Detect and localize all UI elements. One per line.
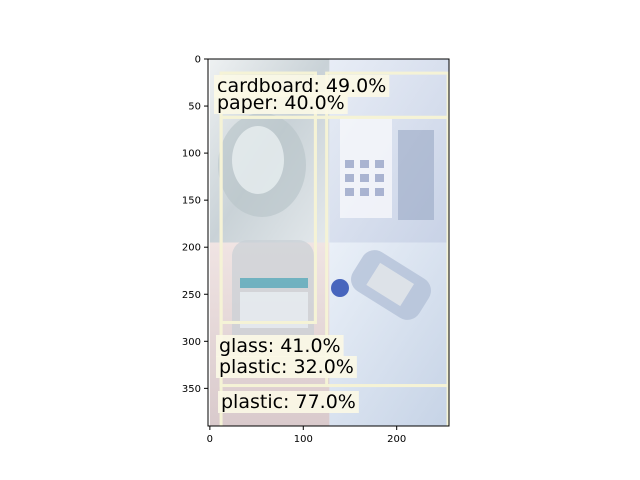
y-tick-label: 100 [182,149,201,160]
paper-thumbnail [345,174,354,182]
detection-label-text: paper: 40.0% [217,92,345,114]
detection-box-5 [219,115,449,426]
detection-label-bg [214,75,390,97]
plot-area: cardboard: 49.0%paper: 40.0% glass: 41.0%… [209,59,449,426]
axes: 0 100 200 0 50 100 150 200 250 300 350 [182,55,450,445]
plastic-bottle-cap [331,279,349,297]
detection-boxes [219,71,449,426]
paper-thumbnail [360,188,369,196]
bottle-label-band [240,278,308,288]
paper-photo-shape [398,130,434,220]
y-tick-label: 0 [195,55,201,66]
detection-label-text: plastic: 77.0% [221,391,356,413]
x-tick-label: 100 [294,434,313,445]
detection-label-3: glass: 41.0% [216,335,344,357]
plastic-bottle-label [366,262,415,307]
detection-label-5: plastic: 77.0% [218,391,359,413]
y-tick-label: 200 [182,243,201,254]
y-tick-label: 50 [188,102,201,113]
y-tick-label: 150 [182,196,201,207]
detection-label-2: paper: 40.0% [214,92,348,114]
photo-objects [218,113,434,350]
paper-thumbnail [375,160,384,168]
paper-thumbnail [375,188,384,196]
detection-label-bg [218,391,359,413]
glass-bottle-highlight [232,126,284,194]
paper-thumbnail [345,188,354,196]
detection-label-bg [216,335,344,357]
paper-thumbnail [345,160,354,168]
paper-thumbnail [360,160,369,168]
detection-labels: cardboard: 49.0%paper: 40.0% glass: 41.0%… [214,75,390,413]
axes-frame [207,58,450,427]
detection-label-text: plastic: 32.0% [219,356,354,378]
x-tick-label: 0 [207,434,213,445]
detection-label-1: cardboard: 49.0% [214,75,390,97]
detection-label-bg [216,356,357,378]
detection-label-4: plastic: 32.0% [216,356,357,378]
paper-thumbnail [360,174,369,182]
detection-label-text: glass: 41.0% [219,335,341,357]
photo-image [209,59,449,426]
x-tick-label: 200 [387,434,406,445]
paper-thumbnail [375,174,384,182]
detection-label-bg [214,92,348,114]
y-tick-label: 350 [182,384,201,395]
y-tick-label: 250 [182,290,201,301]
y-tick-label: 300 [182,337,201,348]
detection-label-text: cardboard: 49.0% [217,75,386,97]
